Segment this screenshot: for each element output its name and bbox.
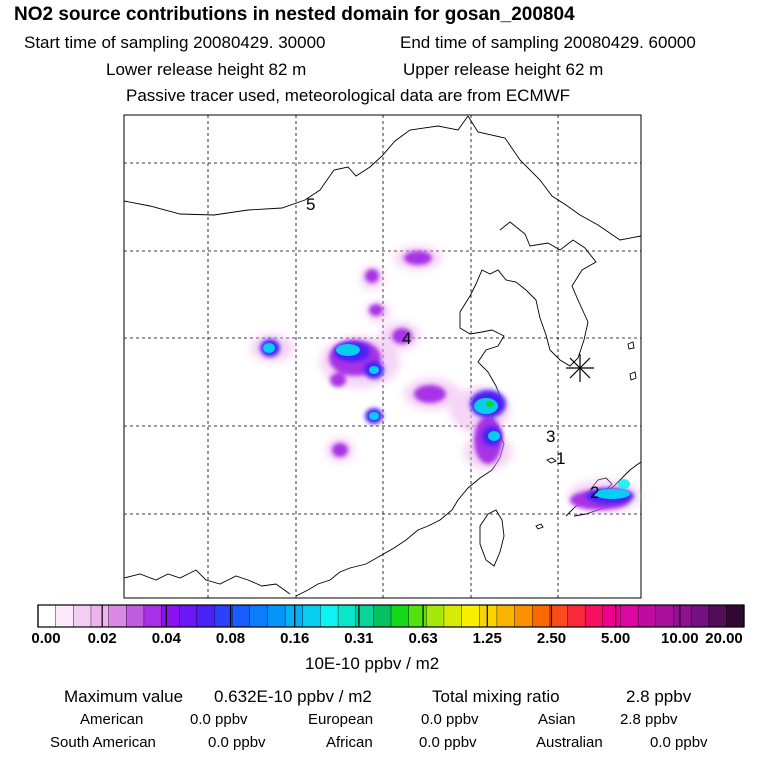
plume-field (250, 246, 640, 512)
colorbar-tick-label: 20.00 (705, 630, 743, 647)
colorbar-cell (708, 604, 727, 628)
max-value: 0.632E-10 ppbv / m2 (214, 687, 372, 706)
colorbar-tick-label: 0.08 (215, 630, 246, 647)
marker-3: 3 (546, 427, 555, 446)
region-value: 0.0 ppbv (421, 711, 479, 728)
colorbar-cell (161, 604, 180, 628)
region-value: 2.8 ppbv (620, 711, 678, 728)
marker-4: 4 (402, 329, 411, 348)
region-value: 0.0 ppbv (419, 734, 477, 751)
region-label: African (326, 734, 373, 751)
region-label: South American (50, 734, 156, 751)
total-label: Total mixing ratio (432, 687, 560, 706)
colorbar-tick-label: 0.04 (151, 630, 181, 647)
colorbar-cell (337, 604, 357, 628)
colorbar-cell (55, 604, 74, 628)
colorbar-cell (549, 604, 568, 628)
colorbar-cell (443, 604, 463, 628)
region-label: American (80, 711, 144, 728)
colorbar-cell (214, 604, 233, 628)
colorbar-tick-label: 0.02 (87, 630, 117, 647)
colorbar-tick-label: 0.16 (280, 630, 310, 647)
colorbar-cell (726, 604, 745, 628)
region-label: Australian (536, 734, 603, 751)
release-site-marker (566, 354, 594, 382)
marker-5: 5 (306, 195, 315, 214)
colorbar-tick-label: 0.63 (408, 630, 438, 647)
end-time: End time of sampling 20080429. 60000 (400, 33, 696, 52)
colorbar-cell (178, 604, 198, 628)
colorbar-cell (496, 604, 516, 628)
marker-2: 2 (590, 483, 599, 502)
colorbar-cell (637, 604, 657, 628)
region-value: 0.0 ppbv (650, 734, 708, 751)
colorbar-cell (479, 604, 498, 628)
colorbar-cell (514, 604, 533, 628)
colorbar-cell (408, 604, 427, 628)
colorbar-cell (655, 604, 674, 628)
start-time: Start time of sampling 20080429. 30000 (24, 33, 326, 52)
colorbar-tick-label: 10.00 (661, 630, 699, 647)
colorbar (37, 604, 745, 628)
colorbar-cell (426, 604, 445, 628)
colorbar-cell (108, 604, 127, 628)
lower-release-height: Lower release height 82 m (106, 60, 307, 79)
colorbar-tick-label: 2.50 (536, 630, 567, 647)
colorbar-cell (532, 604, 551, 628)
colorbar-cell (461, 604, 480, 628)
colorbar-cell (373, 604, 392, 628)
region-value: 0.0 ppbv (208, 734, 266, 751)
colorbar-units: 10E-10 ppbv / m2 (305, 654, 440, 673)
colorbar-cell (567, 604, 586, 628)
colorbar-cell (37, 604, 57, 628)
colorbar-tick-label: 0.00 (31, 630, 61, 647)
region-label: Asian (538, 711, 576, 728)
colorbar-cell (126, 604, 145, 628)
max-label: Maximum value (64, 687, 184, 706)
upper-release-height: Upper release height 62 m (403, 60, 604, 79)
tracer-note: Passive tracer used, meteorological data… (126, 86, 571, 105)
colorbar-cell (602, 604, 621, 628)
colorbar-cell (267, 604, 286, 628)
colorbar-cell (196, 604, 216, 628)
colorbar-cell (320, 604, 339, 628)
marker-1: 1 (556, 449, 565, 468)
colorbar-cell (620, 604, 639, 628)
region-value: 0.0 ppbv (190, 711, 248, 728)
colorbar-tick-label: 5.00 (601, 630, 631, 647)
colorbar-cell (143, 604, 163, 628)
total-value: 2.8 ppbv (626, 687, 692, 706)
colorbar-cell (284, 604, 304, 628)
colorbar-cell (390, 604, 410, 628)
region-label: European (308, 711, 374, 728)
colorbar-tick-label: 0.31 (344, 630, 374, 647)
page-title: NO2 source contributions in nested domai… (14, 4, 575, 25)
colorbar-cell (90, 604, 110, 628)
colorbar-cell (73, 604, 92, 628)
colorbar-cell (690, 604, 710, 628)
colorbar-cell (302, 604, 321, 628)
colorbar-cell (673, 604, 692, 628)
colorbar-cell (231, 604, 251, 628)
colorbar-cell (249, 604, 268, 628)
colorbar-cell (584, 604, 604, 628)
colorbar-tick-label: 1.25 (472, 630, 502, 647)
